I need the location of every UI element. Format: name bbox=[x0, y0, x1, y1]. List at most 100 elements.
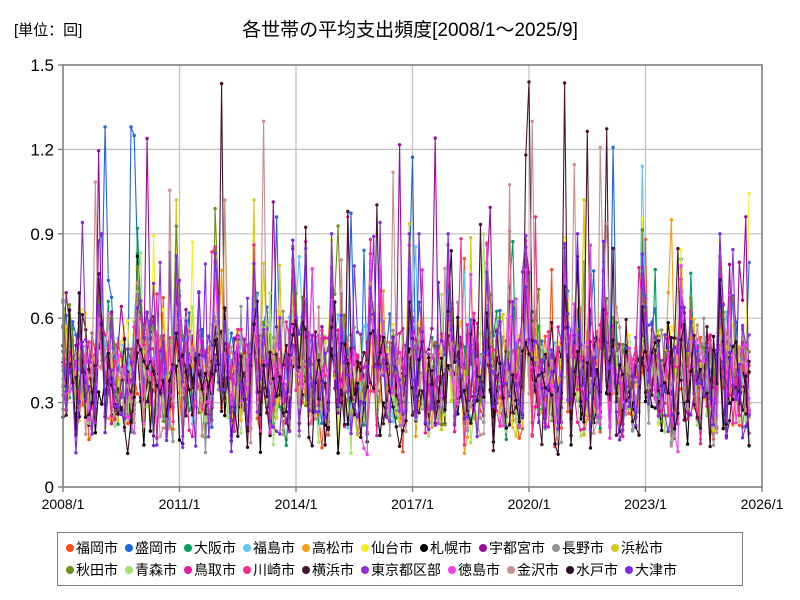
series-point bbox=[685, 399, 690, 403]
legend-item[interactable]: 大津市 bbox=[625, 563, 677, 577]
series-point bbox=[255, 354, 259, 359]
series-point bbox=[203, 389, 208, 394]
legend-item[interactable]: 仙台市 bbox=[361, 541, 413, 555]
x-tick-label: 2008/1 bbox=[42, 496, 85, 512]
series-point bbox=[530, 339, 534, 343]
data-series-group bbox=[61, 80, 751, 457]
series-point bbox=[239, 399, 243, 403]
legend-item[interactable]: 東京都区部 bbox=[361, 563, 441, 577]
legend-item[interactable]: 札幌市 bbox=[420, 541, 472, 555]
series-point bbox=[472, 311, 476, 315]
series-point bbox=[569, 433, 573, 438]
series-point bbox=[142, 359, 146, 364]
series-point bbox=[614, 343, 619, 347]
series-point bbox=[572, 333, 576, 337]
series-point bbox=[190, 240, 195, 244]
legend-item[interactable]: 福岡市 bbox=[66, 541, 118, 555]
series-point bbox=[469, 343, 473, 347]
series-point bbox=[485, 270, 489, 275]
series-point bbox=[171, 366, 175, 371]
series-point bbox=[478, 332, 483, 336]
legend-item[interactable]: 長野市 bbox=[552, 541, 604, 555]
legend-item[interactable]: 浜松市 bbox=[611, 541, 663, 555]
series-point bbox=[614, 352, 619, 356]
series-point bbox=[708, 333, 712, 337]
series-point bbox=[624, 385, 628, 389]
series-point bbox=[397, 395, 402, 399]
series-point bbox=[300, 314, 305, 319]
legend-item[interactable]: 水戸市 bbox=[566, 563, 618, 577]
series-point bbox=[715, 431, 719, 435]
series-point bbox=[643, 350, 648, 354]
series-point bbox=[533, 379, 538, 383]
series-point bbox=[278, 432, 282, 436]
legend-item[interactable]: 高松市 bbox=[302, 541, 354, 555]
series-point bbox=[436, 422, 441, 426]
series-point bbox=[533, 389, 538, 394]
series-point bbox=[744, 424, 748, 428]
series-point bbox=[87, 418, 91, 422]
series-point bbox=[271, 336, 275, 340]
series-point bbox=[504, 429, 508, 434]
series-point bbox=[145, 405, 149, 409]
series-point bbox=[116, 370, 120, 374]
series-point bbox=[313, 330, 318, 334]
series-point bbox=[320, 380, 324, 384]
series-point bbox=[181, 393, 185, 397]
series-point bbox=[427, 352, 431, 356]
legend-item[interactable]: 徳島市 bbox=[448, 563, 500, 577]
series-point bbox=[482, 432, 486, 436]
series-point bbox=[132, 133, 136, 138]
series-point bbox=[219, 409, 224, 413]
series-point bbox=[368, 381, 373, 385]
series-point bbox=[64, 413, 68, 417]
series-point bbox=[695, 323, 699, 327]
legend-item[interactable]: 宇都宮市 bbox=[479, 541, 545, 555]
series-point bbox=[676, 350, 680, 354]
series-point bbox=[666, 345, 670, 349]
series-point bbox=[653, 406, 657, 410]
series-point bbox=[129, 347, 133, 351]
series-point bbox=[362, 248, 366, 252]
legend-item[interactable]: 秋田市 bbox=[66, 563, 118, 577]
series-point bbox=[129, 420, 133, 424]
series-point bbox=[656, 344, 661, 348]
series-point bbox=[456, 402, 460, 406]
series-point bbox=[553, 367, 557, 371]
series-point bbox=[300, 386, 305, 390]
y-tick-label: 1.2 bbox=[30, 140, 54, 159]
series-point bbox=[417, 385, 421, 390]
series-point bbox=[575, 420, 580, 424]
legend-item[interactable]: 鳥取市 bbox=[184, 563, 236, 577]
legend-marker-icon bbox=[479, 544, 487, 552]
series-point bbox=[449, 327, 453, 332]
series-point bbox=[546, 425, 551, 429]
legend-item[interactable]: 青森市 bbox=[125, 563, 177, 577]
series-point bbox=[161, 296, 165, 300]
y-tick-label: 0.6 bbox=[30, 309, 54, 328]
series-point bbox=[381, 335, 386, 340]
series-point bbox=[368, 286, 373, 290]
legend-item[interactable]: 川崎市 bbox=[243, 563, 295, 577]
series-point bbox=[514, 421, 518, 425]
series-point bbox=[359, 378, 363, 382]
series-point bbox=[226, 416, 230, 420]
series-point bbox=[543, 425, 547, 429]
series-point bbox=[679, 305, 683, 309]
series-point bbox=[317, 371, 321, 376]
legend-item[interactable]: 福島市 bbox=[243, 541, 295, 555]
legend-item[interactable]: 大阪市 bbox=[184, 541, 236, 555]
series-point bbox=[223, 198, 227, 202]
series-point bbox=[129, 125, 133, 129]
series-point bbox=[362, 365, 366, 369]
series-point bbox=[663, 430, 667, 434]
legend-item[interactable]: 横浜市 bbox=[302, 563, 354, 577]
series-point bbox=[543, 352, 547, 357]
x-tick-label: 2014/1 bbox=[275, 496, 318, 512]
legend-item[interactable]: 金沢市 bbox=[507, 563, 559, 577]
series-point bbox=[439, 423, 444, 427]
legend-item[interactable]: 盛岡市 bbox=[125, 541, 177, 555]
series-point bbox=[384, 348, 389, 352]
series-point bbox=[284, 410, 288, 414]
series-point bbox=[452, 347, 457, 351]
